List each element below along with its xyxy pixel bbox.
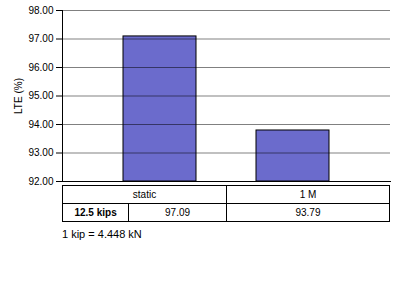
html-text:1 kip = 4.448 kN: 1 kip = 4.448 kN [62,228,142,240]
html-text:97.09: 97.09 [165,207,191,218]
svg-text:96.00: 96.00 [28,62,53,73]
html-text:1 M: 1 M [299,189,317,200]
svg-text:97.00: 97.00 [28,33,53,44]
svg-text:92.00: 92.00 [28,176,53,185]
svg-text:93.00: 93.00 [28,147,53,158]
svg-text:98.00: 98.00 [28,5,53,16]
html-text:static: static [132,189,157,200]
html-text:12.5 kips: 12.5 kips [74,207,117,218]
html-text:93.79: 93.79 [295,207,321,218]
svg-text:94.00: 94.00 [28,119,53,130]
svg-text:LTE (%): LTE (%) [13,78,24,114]
svg-text:95.00: 95.00 [28,90,53,101]
